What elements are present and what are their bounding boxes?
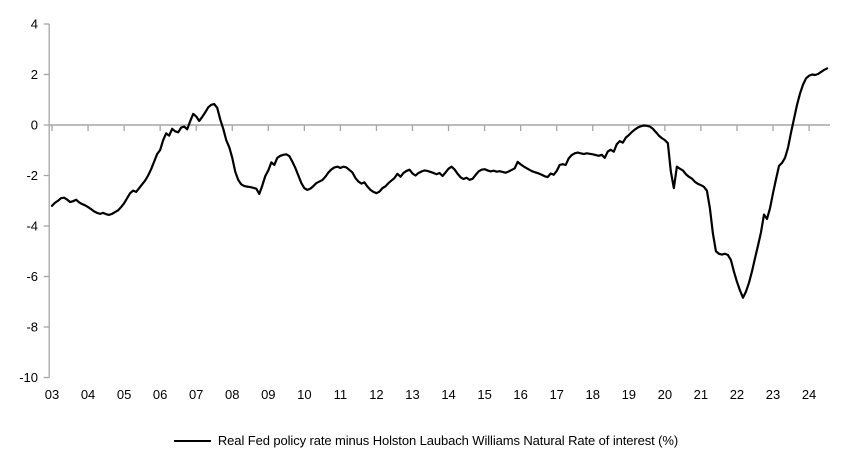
legend-line-sample <box>173 439 211 442</box>
x-axis-tick-label: 15 <box>477 387 491 402</box>
y-axis-tick-label: -6 <box>26 269 38 284</box>
x-axis-tick-label: 20 <box>658 387 672 402</box>
x-axis-tick-label: 09 <box>261 387 275 402</box>
legend-series-label: Real Fed policy rate minus Holston Lauba… <box>217 433 679 448</box>
y-axis-tick-label: -2 <box>26 168 38 183</box>
x-axis-tick-label: 05 <box>117 387 131 402</box>
y-axis-tick-label: -4 <box>26 219 38 234</box>
y-axis-tick-label: 4 <box>31 17 38 32</box>
y-axis-tick-label: 0 <box>31 118 38 133</box>
x-axis-tick-label: 24 <box>802 387 816 402</box>
x-axis-tick-label: 04 <box>81 387 95 402</box>
x-axis-tick-label: 19 <box>622 387 636 402</box>
x-axis-tick-label: 14 <box>441 387 455 402</box>
x-axis-tick-label: 13 <box>405 387 419 402</box>
x-axis-tick-label: 22 <box>730 387 744 402</box>
x-axis-tick-label: 03 <box>45 387 59 402</box>
x-axis-tick-label: 23 <box>766 387 780 402</box>
y-axis-tick-label: -10 <box>19 370 38 385</box>
x-axis-tick-label: 06 <box>153 387 167 402</box>
chart-legend: Real Fed policy rate minus Holston Lauba… <box>0 433 852 448</box>
x-axis-tick-label: 12 <box>369 387 383 402</box>
x-axis-tick-label: 08 <box>225 387 239 402</box>
x-axis-tick-label: 10 <box>297 387 311 402</box>
x-axis-tick-label: 21 <box>694 387 708 402</box>
data-series-line <box>50 67 829 299</box>
x-axis-tick-label: 16 <box>513 387 527 402</box>
y-axis-tick-label: 2 <box>31 67 38 82</box>
x-axis-tick-label: 11 <box>334 387 348 402</box>
x-axis-tick-label: 07 <box>189 387 203 402</box>
x-axis-tick-label: 18 <box>586 387 600 402</box>
y-axis-tick-label: -8 <box>26 320 38 335</box>
x-axis-tick-label: 17 <box>549 387 563 402</box>
